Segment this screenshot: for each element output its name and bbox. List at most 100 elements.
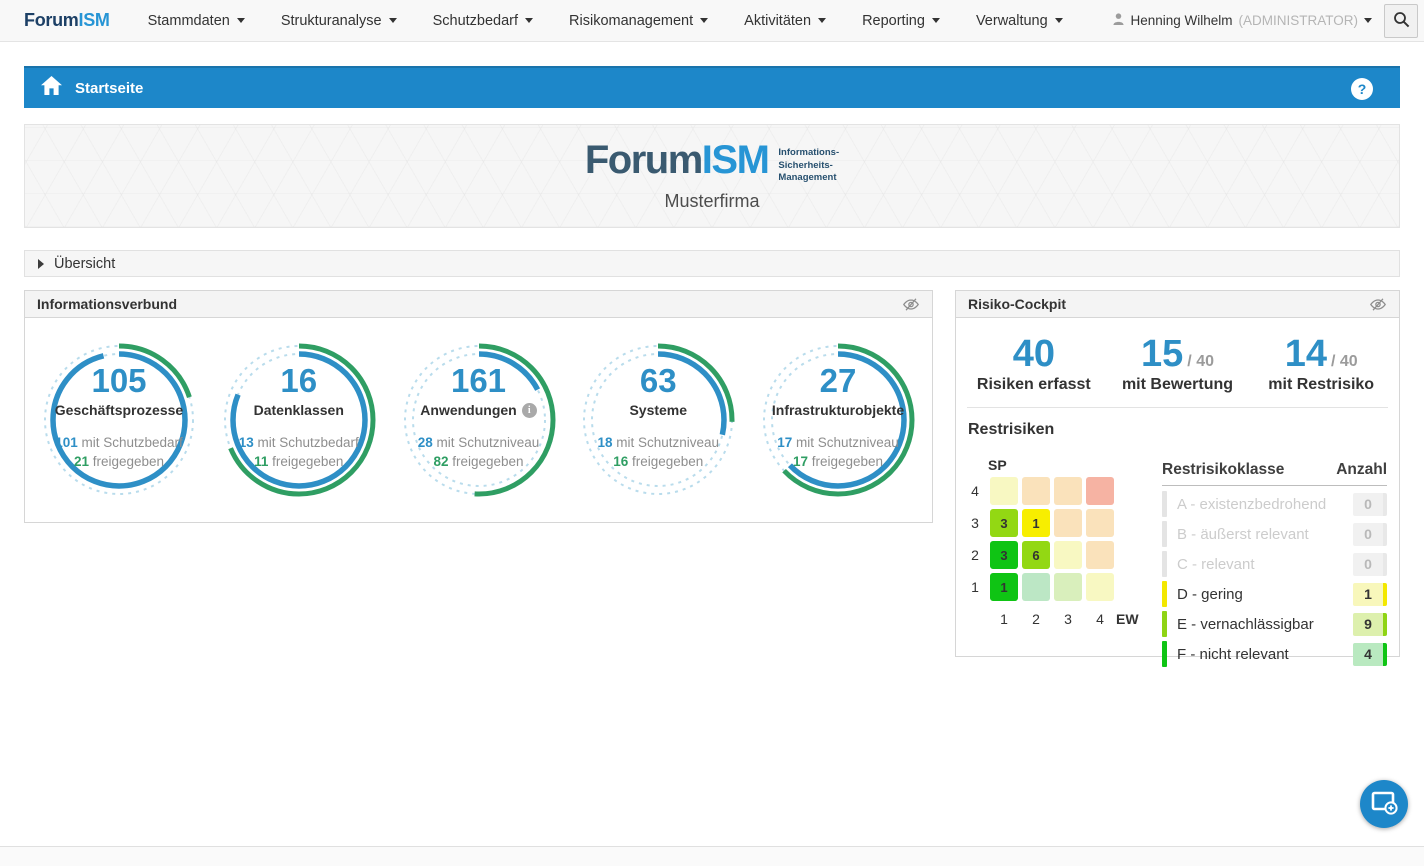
- nav-item-reporting[interactable]: Reporting: [862, 13, 940, 29]
- class-label: C - relevant: [1177, 555, 1255, 573]
- chevron-down-icon: [818, 18, 827, 23]
- banner-tagline: Informations- Sicherheits- Management: [778, 147, 840, 184]
- stat-anwendungen: 161 Anwendungen i 28 mit Schutzniveau 82 fre…: [393, 338, 565, 504]
- chevron-down-icon: [1054, 18, 1063, 23]
- informationsverbund-header: Informationsverbund: [25, 291, 932, 318]
- stat-line2: 17 freigegeben: [792, 454, 884, 469]
- user-role: (ADMINISTRATOR): [1238, 13, 1359, 28]
- stat-progress-rings-systeme: [581, 343, 735, 497]
- app-banner: ForumISM Informations- Sicherheits- Mana…: [24, 124, 1400, 228]
- kpi-total: / 40: [1330, 353, 1358, 370]
- stat-line1-value: 17: [777, 435, 793, 450]
- class-label: F - nicht relevant: [1177, 645, 1289, 663]
- matrix-cell: [990, 477, 1018, 505]
- nav-item-stammdaten[interactable]: Stammdaten: [148, 13, 245, 29]
- class-count-badge: 9: [1353, 612, 1387, 636]
- stat-datenklassen: 16 Datenklassen 13 mit Schutzbedarf 11 frei…: [213, 338, 385, 504]
- add-window-icon: [1371, 790, 1398, 818]
- stat-label-text: Infrastrukturobjekte: [771, 402, 905, 418]
- kpi-value-line: 14/ 40: [1249, 335, 1393, 373]
- stat-label-text: Geschäftsprozesse: [54, 402, 184, 418]
- classes-header-count: Anzahl: [1336, 461, 1387, 478]
- stats-row: 105 Geschäftsprozesse 101 mit Schutzbedarf…: [25, 318, 932, 504]
- class-label: B - äußerst relevant: [1177, 525, 1309, 543]
- stat-line2-value: 16: [613, 454, 629, 469]
- nav-item-strukturanalyse[interactable]: Strukturanalyse: [281, 13, 397, 29]
- kpi-label: mit Bewertung: [1121, 376, 1234, 393]
- matrix-col-label: 3: [1064, 611, 1072, 627]
- stat-label-text: Systeme: [629, 402, 688, 418]
- nav-item-risikomanagement[interactable]: Risikomanagement: [569, 13, 709, 29]
- matrix-y-axis-label: SP: [988, 457, 1007, 473]
- nav-right-area: Henning Wilhelm (ADMINISTRATOR): [1113, 3, 1418, 38]
- chevron-down-icon: [525, 18, 534, 23]
- chevron-down-icon: [931, 18, 940, 23]
- class-color-bar: [1162, 551, 1167, 577]
- matrix-cell: 3: [990, 541, 1018, 569]
- app-logo[interactable]: ForumISM: [24, 10, 110, 31]
- kpi-value: 14: [1284, 333, 1327, 375]
- kpi-total: / 40: [1187, 353, 1214, 370]
- help-button[interactable]: ?: [1351, 78, 1373, 100]
- banner-logo-part1: Forum: [584, 138, 703, 183]
- matrix-col-label: 2: [1032, 611, 1040, 627]
- stat-label: Geschäftsprozesse: [55, 402, 183, 418]
- divider: [967, 407, 1388, 408]
- overview-collapsible[interactable]: Übersicht: [24, 250, 1400, 277]
- user-icon: [1113, 13, 1124, 28]
- stat-progress-rings-datenklassen: [222, 343, 376, 497]
- matrix-cell: [1086, 541, 1114, 569]
- search-icon: [1393, 11, 1410, 31]
- class-count-badge: 0: [1353, 492, 1387, 516]
- matrix-cell: [1054, 509, 1082, 537]
- app-logo-part2: ISM: [78, 10, 110, 30]
- matrix-cell: 1: [1022, 509, 1050, 537]
- stat-line1-value: 28: [417, 435, 433, 450]
- restrisiko-class-row: B - äußerst relevant 0: [1162, 521, 1387, 547]
- nav-item-verwaltung[interactable]: Verwaltung: [976, 13, 1063, 29]
- stat-line1: 28 mit Schutzniveau: [417, 435, 540, 450]
- overview-label: Übersicht: [54, 255, 116, 272]
- risk-matrix: SP 4 3 3 1 2 3 6 1 1 1 2 3 4 EW: [962, 445, 1154, 666]
- informationsverbund-panel: Informationsverbund 105 Geschäftsprozesse…: [24, 290, 933, 523]
- restrisiken-title: Restrisiken: [968, 421, 1055, 438]
- stat-line2-value: 21: [73, 454, 89, 469]
- hide-panel-button[interactable]: [902, 297, 920, 312]
- company-name: Musterfirma: [664, 190, 760, 211]
- restrisiko-class-row: A - existenzbedrohend 0: [1162, 491, 1387, 517]
- matrix-cell: [1054, 573, 1082, 601]
- search-button[interactable]: [1384, 3, 1418, 38]
- user-menu[interactable]: Henning Wilhelm (ADMINISTRATOR): [1113, 13, 1372, 28]
- kpi-value: 15: [1141, 333, 1184, 375]
- classes-table-header: Restrisikoklasse Anzahl: [1162, 461, 1387, 486]
- breadcrumb-bar: Startseite ?: [24, 66, 1400, 108]
- stat-label-text: Anwendungen: [420, 402, 517, 418]
- class-count-badge: 0: [1353, 552, 1387, 576]
- matrix-cell: 3: [990, 509, 1018, 537]
- matrix-row-label: 3: [971, 515, 979, 531]
- restrisiko-class-row: C - relevant 0: [1162, 551, 1387, 577]
- matrix-cell: [1022, 477, 1050, 505]
- stat-line1: 17 mit Schutzniveau: [777, 435, 899, 450]
- risiko-cockpit-panel: Risiko-Cockpit 40 Risiken erfasst 15/ 40 mi…: [955, 290, 1400, 667]
- user-name: Henning Wilhelm: [1130, 13, 1233, 28]
- class-count-badge: 1: [1353, 582, 1387, 606]
- class-color-bar: [1162, 581, 1167, 607]
- hide-panel-button[interactable]: [1369, 297, 1387, 312]
- chevron-down-icon: [700, 18, 709, 23]
- stat-count: 161: [450, 362, 507, 399]
- matrix-x-axis-label: EW: [1116, 611, 1139, 627]
- kpi-value-line: 15/ 40: [1106, 335, 1250, 373]
- banner-logo-part2: ISM: [701, 138, 770, 183]
- stat-label-text: Datenklassen: [253, 402, 344, 418]
- kpi-value: 40: [1012, 333, 1055, 375]
- info-icon[interactable]: i: [521, 402, 537, 418]
- nav-item-aktivit-ten[interactable]: Aktivitäten: [744, 13, 827, 29]
- home-icon[interactable]: [41, 76, 62, 100]
- nav-item-schutzbedarf[interactable]: Schutzbedarf: [433, 13, 534, 29]
- class-color-bar: [1162, 641, 1167, 667]
- class-label: D - gering: [1177, 585, 1243, 603]
- class-count-badge: 4: [1353, 642, 1387, 666]
- nav-item-label: Reporting: [862, 12, 925, 29]
- add-note-fab-button[interactable]: [1360, 780, 1408, 828]
